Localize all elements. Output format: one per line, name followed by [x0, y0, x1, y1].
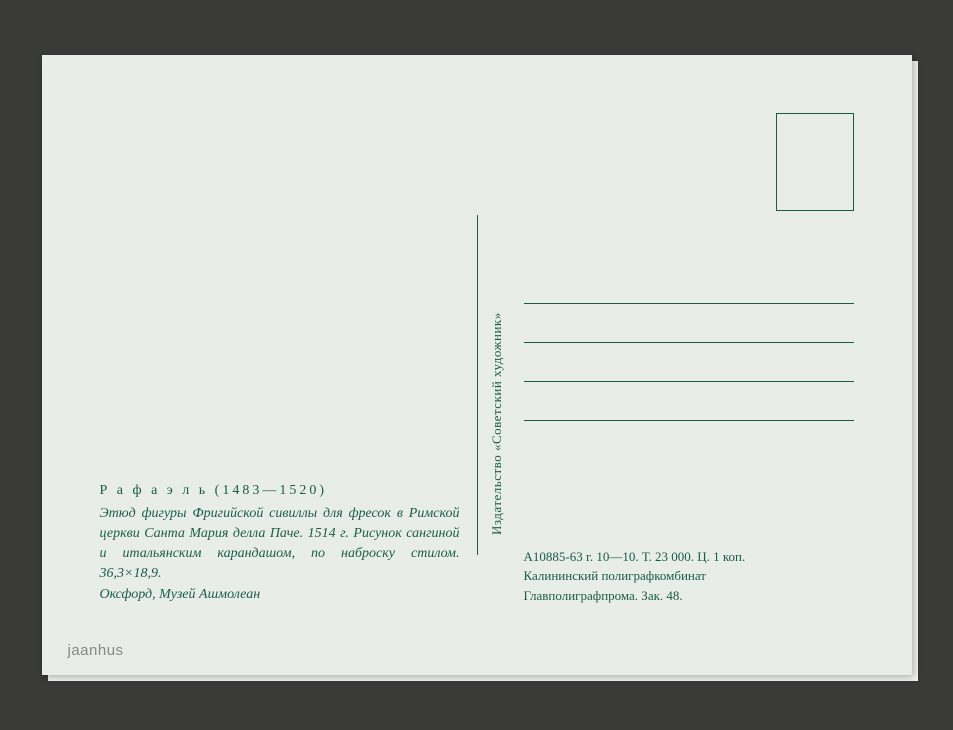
artwork-caption-block: Р а ф а э л ь (1483—1520) Этюд фигуры Фр… [100, 481, 460, 605]
address-line [524, 381, 854, 382]
address-line [524, 303, 854, 304]
address-lines-area [524, 303, 854, 459]
postcard-back: Издательство «Советский художник» Р а ф … [42, 55, 912, 675]
artwork-description: Этюд фигуры Фригийской сивиллы для фресо… [100, 504, 460, 585]
watermark-text: jaanhus [68, 642, 124, 659]
address-line [524, 420, 854, 421]
address-line [524, 342, 854, 343]
artwork-location: Оксфорд, Музей Ашмолеан [100, 585, 460, 605]
print-info-block: А10885-63 г. 10—10. Т. 23 000. Ц. 1 коп.… [524, 547, 854, 606]
print-info-line: Главполиграфпрома. Зак. 48. [524, 586, 854, 606]
artist-name-line: Р а ф а э л ь (1483—1520) [100, 481, 460, 501]
center-divider-line [477, 215, 478, 555]
print-info-line: А10885-63 г. 10—10. Т. 23 000. Ц. 1 коп. [524, 547, 854, 567]
stamp-placeholder-box [776, 113, 854, 211]
publisher-vertical-text: Издательство «Советский художник» [489, 312, 505, 535]
print-info-line: Калининский полиграфкомбинат [524, 566, 854, 586]
